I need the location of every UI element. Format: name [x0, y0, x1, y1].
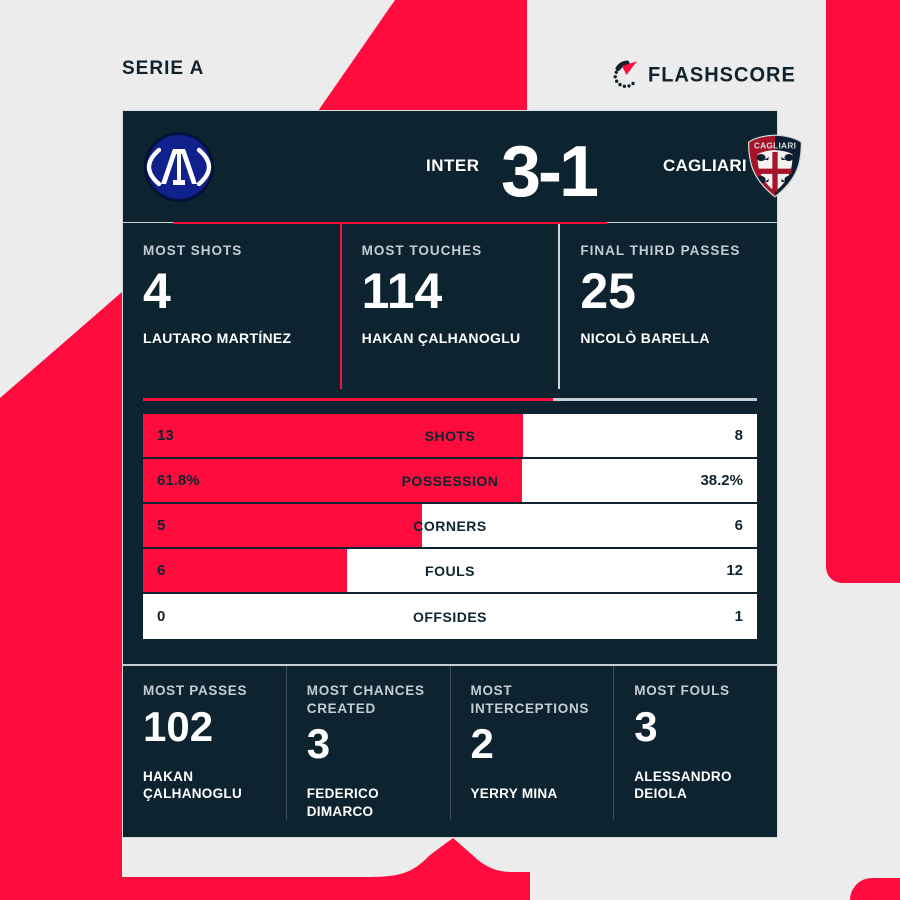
svg-text:CAGLIARI: CAGLIARI — [754, 140, 796, 150]
